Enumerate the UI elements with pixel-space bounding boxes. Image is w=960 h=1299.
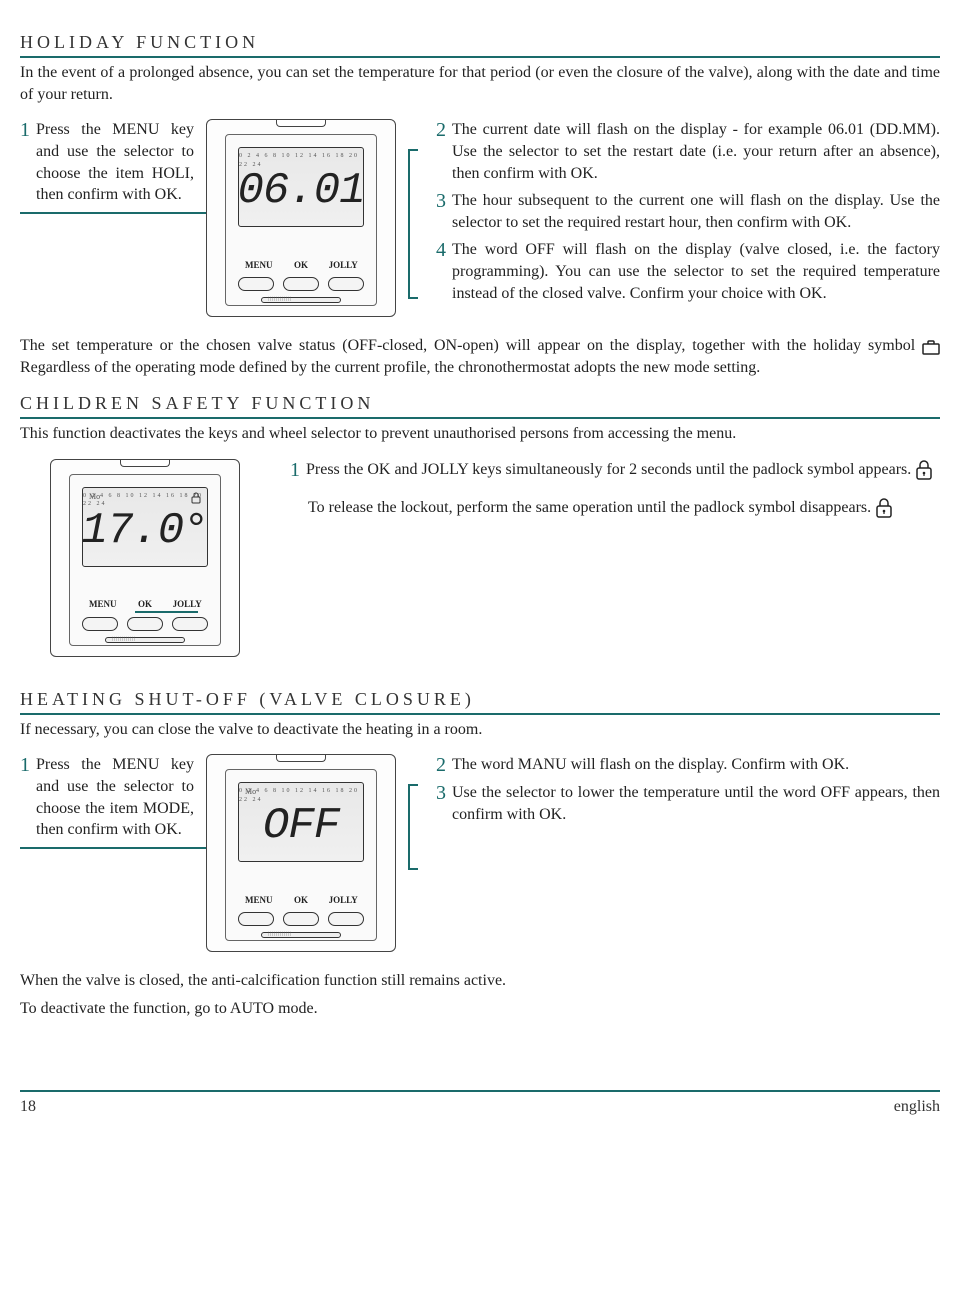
shutoff-note2: To deactivate the function, go to AUTO m… — [20, 998, 940, 1020]
page-footer: 18 english — [20, 1090, 940, 1118]
jolly-button-label: JOLLY — [322, 894, 364, 906]
step-number: 1 — [20, 754, 30, 840]
step-number: 1 — [20, 119, 30, 205]
lcd-display: 17.0° — [81, 509, 208, 553]
page-language: english — [894, 1096, 940, 1118]
holiday-step4: The word OFF will flash on the display (… — [452, 239, 940, 304]
children-step1b: To release the lockout, perform the same… — [308, 497, 940, 519]
device-illustration-children: 0 2 4 6 8 10 12 14 16 18 20 22 24 Mo 17.… — [50, 459, 240, 657]
menu-button-label: MENU — [82, 598, 124, 610]
suitcase-icon — [922, 339, 940, 355]
children-row: 0 2 4 6 8 10 12 14 16 18 20 22 24 Mo 17.… — [20, 459, 940, 657]
ok-button-label: OK — [280, 894, 322, 906]
connector-bracket — [408, 784, 418, 870]
page-number: 18 — [20, 1096, 36, 1118]
jolly-button-label: JOLLY — [166, 598, 208, 610]
padlock-icon — [875, 497, 893, 519]
step-number: 1 — [290, 459, 300, 481]
ok-button-label: OK — [280, 259, 322, 271]
children-step1a: Press the OK and JOLLY keys simultaneous… — [306, 459, 940, 481]
shutoff-step2: The word MANU will flash on the display.… — [452, 754, 940, 776]
shutoff-steps-row: 1 Press the MENU key and use the selecto… — [20, 754, 940, 952]
step-number: 3 — [436, 782, 446, 825]
padlock-icon — [915, 459, 933, 481]
menu-button-label: MENU — [238, 894, 280, 906]
menu-button-label: MENU — [238, 259, 280, 271]
connector-bracket — [408, 149, 418, 299]
step-number: 2 — [436, 754, 446, 776]
holiday-section-title: HOLIDAY FUNCTION — [20, 30, 940, 58]
shutoff-note1: When the valve is closed, the anti-calci… — [20, 970, 940, 992]
connector-line — [20, 212, 214, 214]
children-intro: This function deactivates the keys and w… — [20, 423, 940, 445]
holiday-step1: Press the MENU key and use the selector … — [36, 119, 194, 205]
ok-button-label: OK — [124, 598, 166, 610]
shutoff-step1: Press the MENU key and use the selector … — [36, 754, 194, 840]
children-section-title: CHILDREN SAFETY FUNCTION — [20, 391, 940, 419]
connector-line — [135, 611, 198, 613]
jolly-button-label: JOLLY — [322, 259, 364, 271]
holiday-intro: In the event of a prolonged absence, you… — [20, 62, 940, 105]
connector-line — [20, 847, 214, 849]
step-number: 2 — [436, 119, 446, 184]
holiday-step2: The current date will flash on the displ… — [452, 119, 940, 184]
holiday-step3: The hour subsequent to the current one w… — [452, 190, 940, 233]
step-number: 3 — [436, 190, 446, 233]
shutoff-section-title: HEATING SHUT-OFF (VALVE CLOSURE) — [20, 687, 940, 715]
holiday-steps-row: 1 Press the MENU key and use the selecto… — [20, 119, 940, 317]
lcd-mo: Mo — [245, 787, 256, 798]
lcd-display: OFF — [263, 804, 339, 848]
device-illustration-shutoff: 0 2 4 6 8 10 12 14 16 18 20 22 24 Mo OFF… — [206, 754, 396, 952]
step-number: 4 — [436, 239, 446, 304]
shutoff-intro: If necessary, you can close the valve to… — [20, 719, 940, 741]
holiday-summary: The set temperature or the chosen valve … — [20, 335, 940, 378]
shutoff-step3: Use the selector to lower the temperatur… — [452, 782, 940, 825]
device-illustration-holiday: 0 2 4 6 8 10 12 14 16 18 20 22 24 06.01 … — [206, 119, 396, 317]
lcd-display: 06.01 — [237, 169, 364, 213]
